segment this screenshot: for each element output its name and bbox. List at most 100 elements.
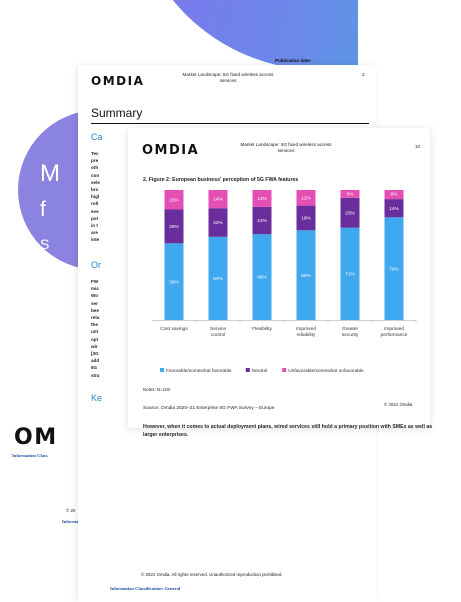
- legend-label: Neutral: [252, 368, 267, 374]
- text-fragment: con: [91, 172, 100, 178]
- bar-segment: [208, 236, 228, 320]
- omdia-logo: OMDIA: [91, 74, 145, 88]
- x-tick-label: control: [211, 332, 225, 338]
- report-page-figure: OMDIA Market Landscape: 5G fixed wireles…: [128, 128, 430, 428]
- section-title: Summary: [91, 106, 143, 120]
- legend-label: Unfavorable/somewhat unfavorable: [288, 368, 364, 374]
- data-label: 71%: [345, 271, 355, 277]
- body-text-fragments: Tec pre oth con sele bro higl roll eve pot in t are…: [91, 150, 100, 244]
- data-label: 12%: [301, 195, 311, 201]
- text-fragment: roll: [91, 201, 99, 207]
- data-label: 22%: [213, 220, 223, 226]
- cover-letter: M: [40, 160, 60, 187]
- chart-copyright: © 2021 Omdia: [384, 402, 413, 407]
- copyright-notice: © 2021 Omdia. All rights reserved. Unaut…: [141, 572, 283, 577]
- text-fragment: FW: [91, 279, 99, 284]
- data-label: 14%: [389, 206, 399, 212]
- bar-segment: [208, 190, 228, 209]
- data-label: 13%: [257, 196, 267, 202]
- legend-label: Favorable/somewhat favorable: [166, 368, 232, 374]
- legend-swatch: [160, 368, 164, 372]
- legend-swatch: [245, 368, 250, 372]
- text-fragment: ser: [91, 300, 98, 306]
- bar-segment: [384, 199, 404, 218]
- text-fragment: bee: [91, 307, 99, 313]
- text-fragment: wir: [91, 343, 98, 349]
- running-header: Market Landscape: 5G fixed wireless acce…: [240, 142, 332, 153]
- bar-segment: [384, 217, 404, 320]
- data-label: 59%: [169, 279, 179, 285]
- chart-notes: Notes: N=103: [143, 387, 170, 392]
- x-tick-label: Flexibility: [252, 326, 272, 332]
- x-tick-label: performance: [381, 332, 408, 338]
- text-fragment: mic: [91, 286, 99, 292]
- text-fragment: stra: [91, 372, 100, 378]
- data-label: 64%: [213, 276, 223, 282]
- data-label: 26%: [169, 224, 179, 230]
- data-label: 79%: [389, 266, 399, 272]
- text-fragment: [3G: [91, 351, 99, 357]
- cover-letter: f: [40, 198, 46, 221]
- bar-segment: [340, 197, 360, 228]
- info-classification-fragment: Information Class: [12, 453, 48, 458]
- bar-segment: [164, 190, 184, 210]
- data-label: 19%: [301, 216, 311, 222]
- data-label: 21%: [257, 218, 267, 224]
- body-text-fragments: FW mic Wo ser bee rela the unt opt wir [3G add 5G str…: [91, 278, 99, 379]
- legend-swatch: [282, 368, 287, 372]
- data-label: 14%: [213, 197, 223, 203]
- data-label: 66%: [257, 275, 267, 281]
- x-tick-label: Greater: [342, 326, 359, 332]
- text-fragment: the: [91, 322, 98, 328]
- text-fragment: pre: [91, 158, 99, 164]
- text-fragment: eve: [91, 208, 99, 214]
- text-fragment: Wo: [91, 293, 99, 299]
- x-tick-label: Cost savings: [160, 326, 188, 332]
- text-fragment: inte: [91, 237, 100, 243]
- title-divider: [91, 123, 369, 124]
- data-label: 15%: [169, 197, 179, 203]
- bar-segment: [296, 205, 316, 231]
- text-fragment: unt: [91, 329, 99, 335]
- text-fragment: add: [91, 358, 100, 364]
- data-label: 69%: [301, 273, 311, 279]
- bar-segment: [252, 190, 272, 207]
- x-tick-label: security: [342, 332, 359, 338]
- x-tick-label: reliability: [297, 332, 316, 338]
- text-fragment: pot: [91, 215, 99, 221]
- x-tick-label: Improved: [384, 326, 404, 332]
- subheading: Ke: [91, 393, 103, 403]
- subheading: Ca: [91, 132, 103, 142]
- data-label: 23%: [345, 210, 355, 216]
- bar-segment: [340, 190, 360, 198]
- text-fragment: 5G: [91, 365, 98, 371]
- text-fragment: opt: [91, 336, 99, 342]
- subheading: Or: [91, 260, 101, 270]
- text-fragment: bro: [91, 187, 99, 193]
- cover-letter: S: [40, 236, 50, 252]
- text-fragment: higl: [91, 194, 100, 200]
- text-fragment: Tec: [91, 151, 99, 156]
- page-number: 10: [415, 144, 421, 149]
- running-header: Market Landscape: 5G fixed wireless acce…: [182, 72, 274, 83]
- bar-segment: [340, 227, 360, 320]
- text-fragment: are: [91, 230, 98, 236]
- bar-segment: [208, 208, 228, 237]
- text-fragment: rela: [91, 315, 100, 321]
- copyright-fragment: © 20: [66, 508, 76, 513]
- bar-segment: [384, 190, 404, 200]
- bar-segment: [252, 234, 272, 320]
- x-tick-label: Service: [210, 326, 226, 332]
- bar-segment: [164, 209, 184, 244]
- bar-segment: [252, 206, 272, 235]
- info-classification: Information Classification: General: [110, 586, 181, 591]
- text-fragment: sele: [91, 179, 100, 185]
- omdia-logo-fragment: OM: [14, 425, 58, 450]
- bar-segment: [296, 190, 316, 206]
- page-number: 2: [362, 72, 365, 77]
- x-tick-label: Improved: [296, 326, 316, 332]
- text-fragment: oth: [91, 165, 99, 171]
- body-paragraph: However, when it comes to actual deploym…: [143, 424, 433, 438]
- figure-title: 2. Figure 2: European business' percepti…: [143, 177, 299, 183]
- publication-date-label: Publication date:: [275, 58, 312, 63]
